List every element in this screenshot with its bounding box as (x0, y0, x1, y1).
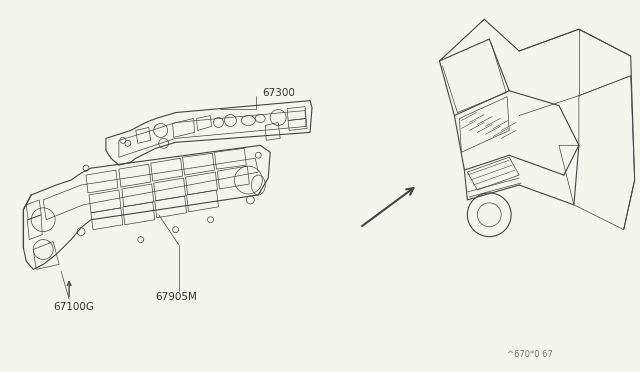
Text: 67905M: 67905M (156, 292, 198, 302)
Text: 67300: 67300 (262, 88, 295, 98)
Text: 67100G: 67100G (53, 302, 94, 312)
Text: ^670*0 67: ^670*0 67 (507, 350, 553, 359)
